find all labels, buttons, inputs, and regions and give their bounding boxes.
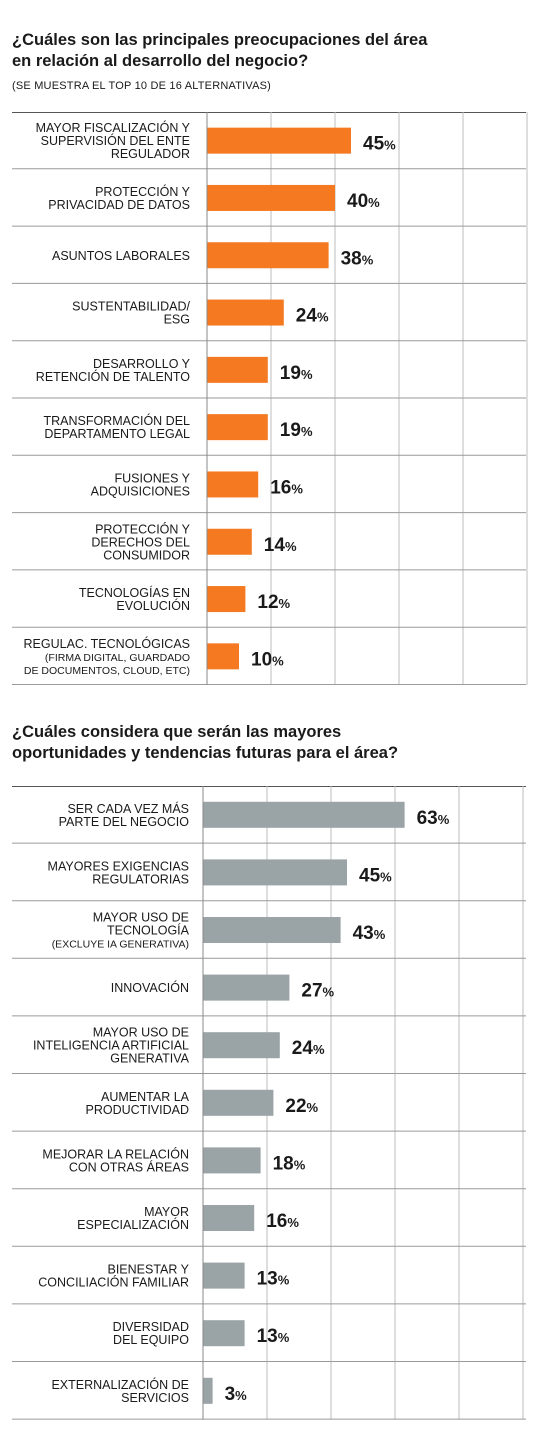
chart-2-category-label-8: BIENESTAR Y CONCILIACIÓN FAMILIAR [38, 1263, 189, 1290]
chart-1-bar-8 [207, 586, 246, 613]
chart-2-category-label-6: MEJORAR LA RELACIÓN CON OTRAS ÁREAS [42, 1146, 189, 1174]
chart-1-value-label-9: 10% [251, 649, 284, 670]
chart-2-category-label-10: EXTERNALIZACIÓN DE SERVICIOS [51, 1377, 189, 1405]
chart-2-category-label-5: AUMENTAR LA PRODUCTIVIDAD [86, 1090, 190, 1117]
chart-2-bar-2 [203, 917, 341, 943]
chart-1-bar-1 [207, 184, 335, 211]
chart-2-category-label-3: INNOVACIÓN [111, 980, 189, 995]
chart-2-bar-4 [203, 1032, 280, 1059]
chart-2-value-label-10: 3% [225, 1384, 248, 1405]
chart-1-value-label-1: 40% [347, 191, 380, 212]
chart-2-value-label-7: 16% [266, 1211, 299, 1232]
chart-2-value-label-8: 13% [257, 1269, 290, 1290]
chart-2-bar-8 [203, 1262, 245, 1289]
chart-1-category-label-1: PROTECCIÓN Y PRIVACIDAD DE DATOS [48, 184, 190, 212]
chart-2-bar-7 [203, 1205, 255, 1231]
chart-1-value-label-7: 14% [264, 535, 297, 556]
chart-2-value-label-3: 27% [301, 981, 334, 1002]
chart-2-value-label-2: 43% [353, 923, 386, 944]
chart-2-bar-3 [203, 974, 290, 1001]
chart-1-value-label-2: 38% [341, 248, 374, 269]
chart-1-category-label-8: TECNOLOGÍAS EN EVOLUCIÓN [79, 585, 190, 613]
chart-2-category-label-7: MAYOR ESPECIALIZACIÓN [77, 1205, 189, 1232]
chart-1-bar-4 [207, 356, 268, 383]
chart-2-bar-9 [203, 1320, 245, 1347]
chart-2-category-label-1: MAYORES EXIGENCIAS REGULATORIAS [48, 859, 189, 886]
chart-2-bar-10 [203, 1377, 213, 1404]
chart-1-value-label-0: 45% [363, 134, 396, 155]
chart-1-category-label-5: TRANSFORMACIÓN DEL DEPARTAMENTO LEGAL [43, 413, 190, 441]
chart-1-bar-9 [207, 643, 239, 670]
chart-1-bar-6 [207, 471, 259, 498]
chart-1-value-label-5: 19% [280, 420, 313, 441]
chart-1-category-label-3: SUSTENTABILIDAD/ESG [72, 300, 190, 327]
chart-1-category-label-0: MAYOR FISCALIZACIÓN Y SUPERVISIÓN DEL ENT… [36, 120, 191, 161]
chart-1-category-label-7: PROTECCIÓN Y DERECHOS DEL CONSUMIDOR [91, 521, 190, 562]
chart-2-category-label-2: MAYOR USO DE TECNOLOGÍA (EXCLUYE IA GENERA… [52, 911, 190, 951]
chart-2-value-label-6: 18% [273, 1153, 306, 1174]
chart-1-bar-2 [207, 242, 329, 269]
chart-2-bar-5 [203, 1089, 274, 1116]
chart-2-value-label-9: 13% [257, 1326, 290, 1347]
chart-2-value-label-0: 63% [417, 808, 450, 829]
chart-1-bar-3 [207, 299, 284, 326]
chart-2-title: ¿Cuáles considera que serán las mayores … [12, 723, 399, 762]
chart-1-value-label-4: 19% [280, 363, 313, 384]
chart-1-value-label-6: 16% [270, 477, 303, 498]
chart-2-plot: 63% SER CADA VEZ MÁS PARTE DEL NEGOCIO 45% M… [12, 786, 526, 1420]
chart-1-category-label-4: DESARROLLO Y RETENCIÓN DE TALENTO [36, 357, 191, 384]
chart-2-bar-0 [203, 801, 405, 828]
chart-2-category-label-9: DIVERSIDAD DEL EQUIPO [113, 1320, 190, 1347]
chart-1-category-label-6: FUSIONES Y ADQUISICIONES [91, 471, 191, 498]
chart-1-bar-5 [207, 414, 268, 441]
chart-2-category-label-0: SER CADA VEZ MÁS PARTE DEL NEGOCIO [59, 801, 190, 829]
chart-1-bar-0 [207, 127, 351, 154]
chart-2-value-label-4: 24% [292, 1038, 325, 1059]
chart-1-category-label-2: ASUNTOS LABORALES [52, 249, 190, 263]
chart-2-category-label-4: MAYOR USO DE INTELIGENCIA ARTIFICIAL GENER… [33, 1026, 190, 1066]
chart-1-value-label-3: 24% [296, 306, 329, 327]
chart-1-category-label-9: REGULAC. TECNOLÓGICAS (FIRMA DIGITAL, GUA… [24, 636, 190, 677]
chart-1-subtitle: (SE MUESTRA EL TOP 10 DE 16 ALTERNATIVAS… [12, 80, 272, 92]
chart-1-plot: 45% MAYOR FISCALIZACIÓN Y SUPERVISIÓN DEL … [12, 112, 528, 685]
chart-1-bar-7 [207, 528, 252, 555]
chart-2-value-label-5: 22% [285, 1096, 318, 1117]
chart-2-value-label-1: 45% [359, 865, 392, 886]
chart-2-bar-6 [203, 1147, 261, 1174]
chart-1-value-label-8: 12% [257, 592, 290, 613]
chart-2-bar-1 [203, 859, 347, 886]
chart-1-title: ¿Cuáles son las principales preocupacion… [12, 31, 428, 70]
